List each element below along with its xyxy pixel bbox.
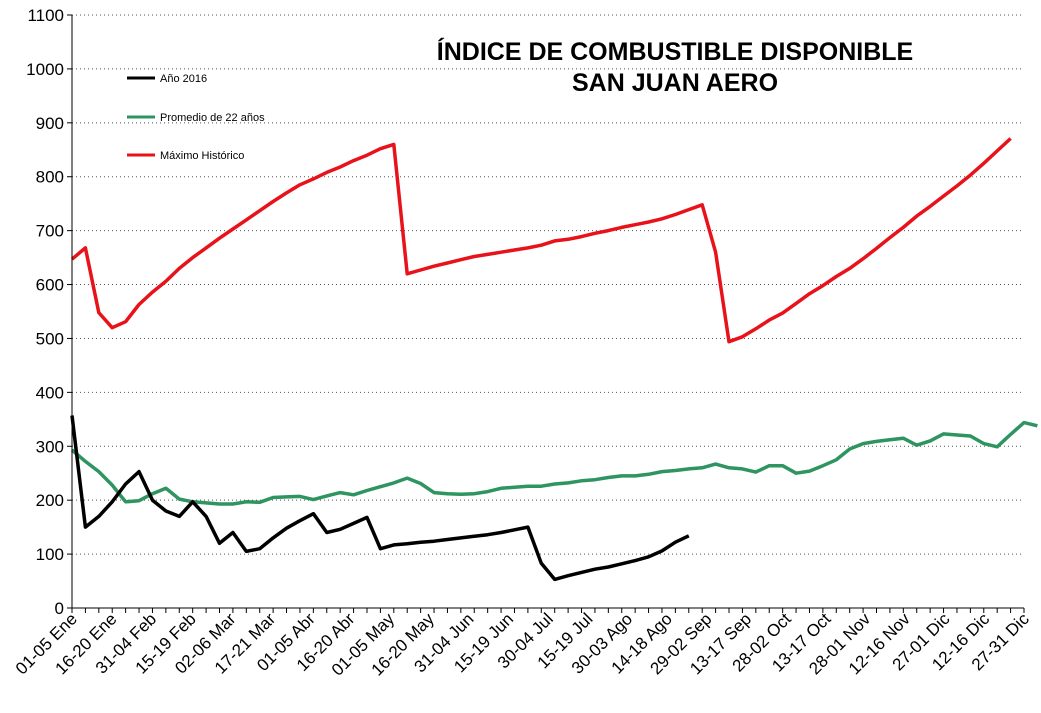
series-line-maximo [70,137,1012,344]
y-tick-label: 100 [36,545,64,564]
legend: Año 2016 Promedio de 22 años Máximo Hist… [127,73,265,162]
y-tick-label: 700 [36,222,64,241]
gridlines [72,14,1024,555]
legend-label-2016: Año 2016 [160,73,207,85]
y-tick-label: 500 [36,329,64,348]
y-tick-label: 1100 [27,6,64,25]
y-axis-ticks: 0 100 200 300 400 500 600 700 800 900 1000 1100 [26,6,72,618]
chart-subtitle: SAN JUAN AERO [572,69,778,97]
y-tick-label: 200 [36,491,64,510]
legend-label-promedio: Promedio de 22 años [160,112,265,124]
chart-title: ÍNDICE DE COMBUSTIBLE DISPONIBLE [437,37,913,66]
y-tick-label: 1000 [26,60,64,79]
y-tick-label: 300 [36,437,64,456]
series-line-2016 [70,415,690,582]
y-tick-label: 800 [36,168,64,187]
y-tick-label: 900 [36,114,64,133]
series-line-promedio [70,420,1038,506]
legend-label-maximo: Máximo Histórico [160,150,244,162]
y-tick-label: 600 [36,276,64,295]
y-tick-label: 0 [55,599,64,618]
series-lines [70,137,1038,582]
y-tick-label: 400 [36,383,64,402]
